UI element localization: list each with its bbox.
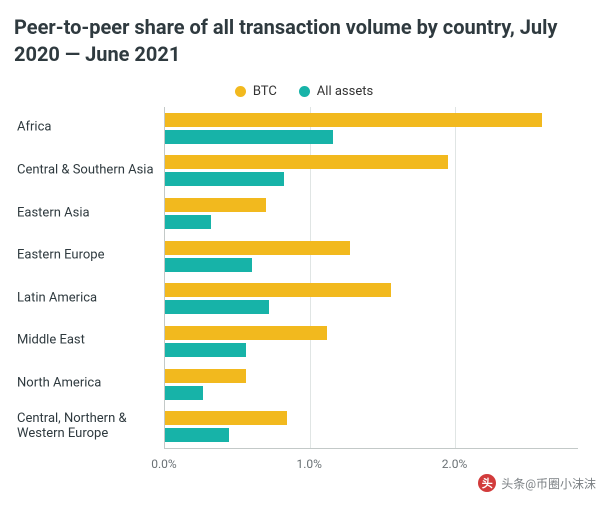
bars-area: AfricaCentral & Southern AsiaEastern Asi… xyxy=(164,107,578,449)
attribution-watermark: 头 头条@币圈小沫沫 xyxy=(476,474,598,492)
bar-btc xyxy=(165,283,391,297)
bar-group: North America xyxy=(165,363,578,406)
category-label: Eastern Asia xyxy=(17,206,155,221)
attribution-icon: 头 xyxy=(478,474,496,492)
bar-btc xyxy=(165,241,350,255)
bar-group: Africa xyxy=(165,107,578,150)
attribution-text: 头条@币圈小沫沫 xyxy=(501,475,596,492)
bar-all xyxy=(165,428,229,442)
bar-all xyxy=(165,343,246,357)
category-label: Latin America xyxy=(17,291,155,306)
bar-btc xyxy=(165,155,448,169)
legend-swatch-all-assets xyxy=(299,86,310,97)
x-tick: 2.0% xyxy=(442,457,467,471)
category-label: Middle East xyxy=(17,334,155,349)
chart-frame: Peer-to-peer share of all transaction vo… xyxy=(0,0,608,514)
category-label: North America xyxy=(17,377,155,392)
legend-label-btc: BTC xyxy=(253,84,277,99)
bar-btc xyxy=(165,326,327,340)
bar-group: Eastern Europe xyxy=(165,235,578,278)
chart-title: Peer-to-peer share of all transaction vo… xyxy=(14,14,574,68)
category-label: Eastern Europe xyxy=(17,249,155,264)
legend-swatch-btc xyxy=(235,86,246,97)
bar-btc xyxy=(165,113,542,127)
bar-btc xyxy=(165,411,287,425)
bar-all xyxy=(165,386,203,400)
category-label: Central, Northern & Western Europe xyxy=(17,412,155,442)
legend-item-all-assets: All assets xyxy=(299,84,373,99)
legend-label-all-assets: All assets xyxy=(317,84,373,99)
bar-group: Eastern Asia xyxy=(165,192,578,235)
category-label: Central & Southern Asia xyxy=(17,163,155,178)
bar-group: Central, Northern & Western Europe xyxy=(165,405,578,448)
bar-all xyxy=(165,130,333,144)
bar-btc xyxy=(165,198,266,212)
bar-group: Latin America xyxy=(165,278,578,321)
bar-btc xyxy=(165,369,246,383)
bar-group: Middle East xyxy=(165,320,578,363)
bar-all xyxy=(165,172,284,186)
bar-all xyxy=(165,258,252,272)
bar-all xyxy=(165,300,269,314)
plot-area: AfricaCentral & Southern AsiaEastern Asi… xyxy=(14,107,594,483)
bar-group: Central & Southern Asia xyxy=(165,150,578,193)
legend-item-btc: BTC xyxy=(235,84,277,99)
bar-all xyxy=(165,215,211,229)
chart-legend: BTC All assets xyxy=(14,72,594,107)
category-label: Africa xyxy=(17,121,155,136)
